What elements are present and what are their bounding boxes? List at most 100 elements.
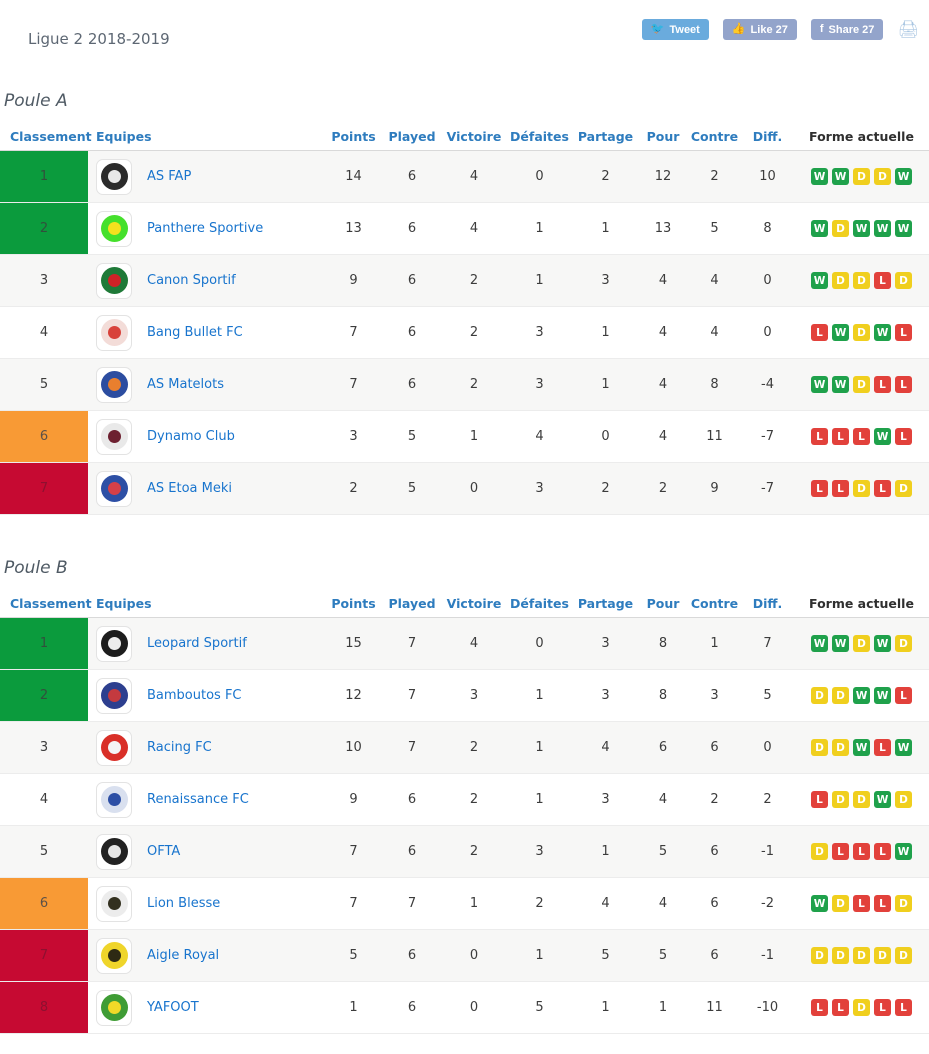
played-cell: 6 — [407, 273, 417, 288]
pour-cell: 2 — [658, 481, 668, 496]
facebook-icon: f — [819, 23, 824, 35]
table-header-row: Classement Equipes Points Played Victoire Déf… — [0, 590, 929, 618]
team-link[interactable]: Panthere Sportive — [147, 221, 264, 236]
form-badge-d: D — [832, 947, 849, 964]
team-cell: Renaissance FC — [88, 774, 325, 825]
diff-cell: 7 — [763, 636, 772, 651]
victoire-cell: 2 — [469, 844, 479, 859]
victoire-cell: 0 — [469, 481, 479, 496]
form-badge-w: W — [832, 168, 849, 185]
team-logo — [96, 729, 132, 766]
team-crest-icon — [100, 994, 128, 1021]
table-header-row: Classement Equipes Points Played Victoire Déf… — [0, 123, 929, 151]
victoire-cell: 4 — [469, 221, 479, 236]
form-badge-l: L — [874, 843, 891, 860]
team-link[interactable]: Bang Bullet FC — [147, 325, 243, 340]
points-cell: 5 — [349, 948, 358, 963]
played-cell: 5 — [407, 481, 417, 496]
team-link[interactable]: Lion Blesse — [147, 896, 221, 911]
partage-cell: 1 — [601, 377, 610, 392]
team-crest-icon — [100, 475, 128, 502]
team-link[interactable]: AS Matelots — [147, 377, 224, 392]
team-link[interactable]: YAFOOT — [147, 1000, 199, 1015]
diff-cell: 5 — [763, 688, 772, 703]
partage-cell: 2 — [601, 481, 610, 496]
team-link[interactable]: AS FAP — [147, 169, 192, 184]
rank-cell: 3 — [39, 273, 49, 288]
team-link[interactable]: Renaissance FC — [147, 792, 249, 807]
team-cell: Bang Bullet FC — [88, 307, 325, 358]
form-badge-l: L — [874, 480, 891, 497]
partage-cell: 0 — [601, 429, 610, 444]
played-cell: 6 — [407, 792, 417, 807]
points-cell: 12 — [345, 688, 362, 703]
print-button[interactable]: 🖨 — [897, 20, 919, 40]
rank-cell: 5 — [39, 377, 49, 392]
partage-cell: 3 — [601, 636, 610, 651]
team-link[interactable]: Aigle Royal — [147, 948, 220, 963]
team-crest-icon — [100, 630, 128, 657]
team-cell: Panthere Sportive — [88, 203, 325, 254]
team-link[interactable]: OFTA — [147, 844, 181, 859]
contre-cell: 2 — [710, 792, 719, 807]
facebook-share-button[interactable]: f Share 27 — [810, 19, 884, 40]
diff-cell: 2 — [763, 792, 772, 807]
form-badge-l: L — [853, 843, 870, 860]
team-cell: Bamboutos FC — [88, 670, 325, 721]
contre-cell: 4 — [710, 325, 719, 340]
points-cell: 7 — [349, 325, 358, 340]
team-cell: YAFOOT — [88, 982, 325, 1033]
diff-cell: 0 — [763, 273, 772, 288]
thumbs-up-icon: 👍 — [731, 23, 746, 35]
column-header: Contre — [690, 129, 739, 144]
played-cell: 6 — [407, 1000, 417, 1015]
form-badge-l: L — [895, 999, 912, 1016]
pour-cell: 4 — [658, 325, 668, 340]
contre-cell: 6 — [710, 948, 719, 963]
pour-cell: 4 — [658, 429, 668, 444]
pour-cell: 1 — [658, 1000, 668, 1015]
team-crest-icon — [100, 890, 128, 917]
defaites-cell: 1 — [535, 792, 544, 807]
column-header: Points — [331, 596, 376, 611]
played-cell: 6 — [407, 221, 417, 236]
form-badge-d: D — [853, 480, 870, 497]
rank-cell: 2 — [0, 203, 88, 254]
form-badge-d: D — [895, 635, 912, 652]
form-badge-d: D — [832, 220, 849, 237]
form-badge-l: L — [853, 428, 870, 445]
team-logo — [96, 210, 132, 247]
form-badge-d: D — [811, 687, 828, 704]
form-badge-w: W — [874, 791, 891, 808]
points-cell: 14 — [345, 169, 362, 184]
form-badge-l: L — [832, 843, 849, 860]
victoire-cell: 2 — [469, 325, 479, 340]
form-badge-w: W — [832, 376, 849, 393]
facebook-like-button[interactable]: 👍 Like 27 — [722, 19, 797, 40]
form-badge-d: D — [874, 947, 891, 964]
team-link[interactable]: Racing FC — [147, 740, 212, 755]
poule-section: Poule A Classement Equipes Points Played Vict… — [0, 91, 929, 515]
team-link[interactable]: Leopard Sportif — [147, 636, 247, 651]
team-link[interactable]: Bamboutos FC — [147, 688, 242, 703]
played-cell: 5 — [407, 429, 417, 444]
column-header: Partage — [577, 129, 634, 144]
contre-cell: 4 — [710, 273, 719, 288]
form-badge-w: W — [874, 635, 891, 652]
column-header: Diff. — [752, 129, 783, 144]
form-badge-l: L — [874, 999, 891, 1016]
points-cell: 13 — [345, 221, 362, 236]
team-link[interactable]: Canon Sportif — [147, 273, 236, 288]
team-link[interactable]: Dynamo Club — [147, 429, 235, 444]
tweet-button[interactable]: 🐦 Tweet — [641, 19, 709, 40]
pour-cell: 5 — [658, 844, 668, 859]
team-link[interactable]: AS Etoa Meki — [147, 481, 232, 496]
defaites-cell: 0 — [535, 169, 544, 184]
